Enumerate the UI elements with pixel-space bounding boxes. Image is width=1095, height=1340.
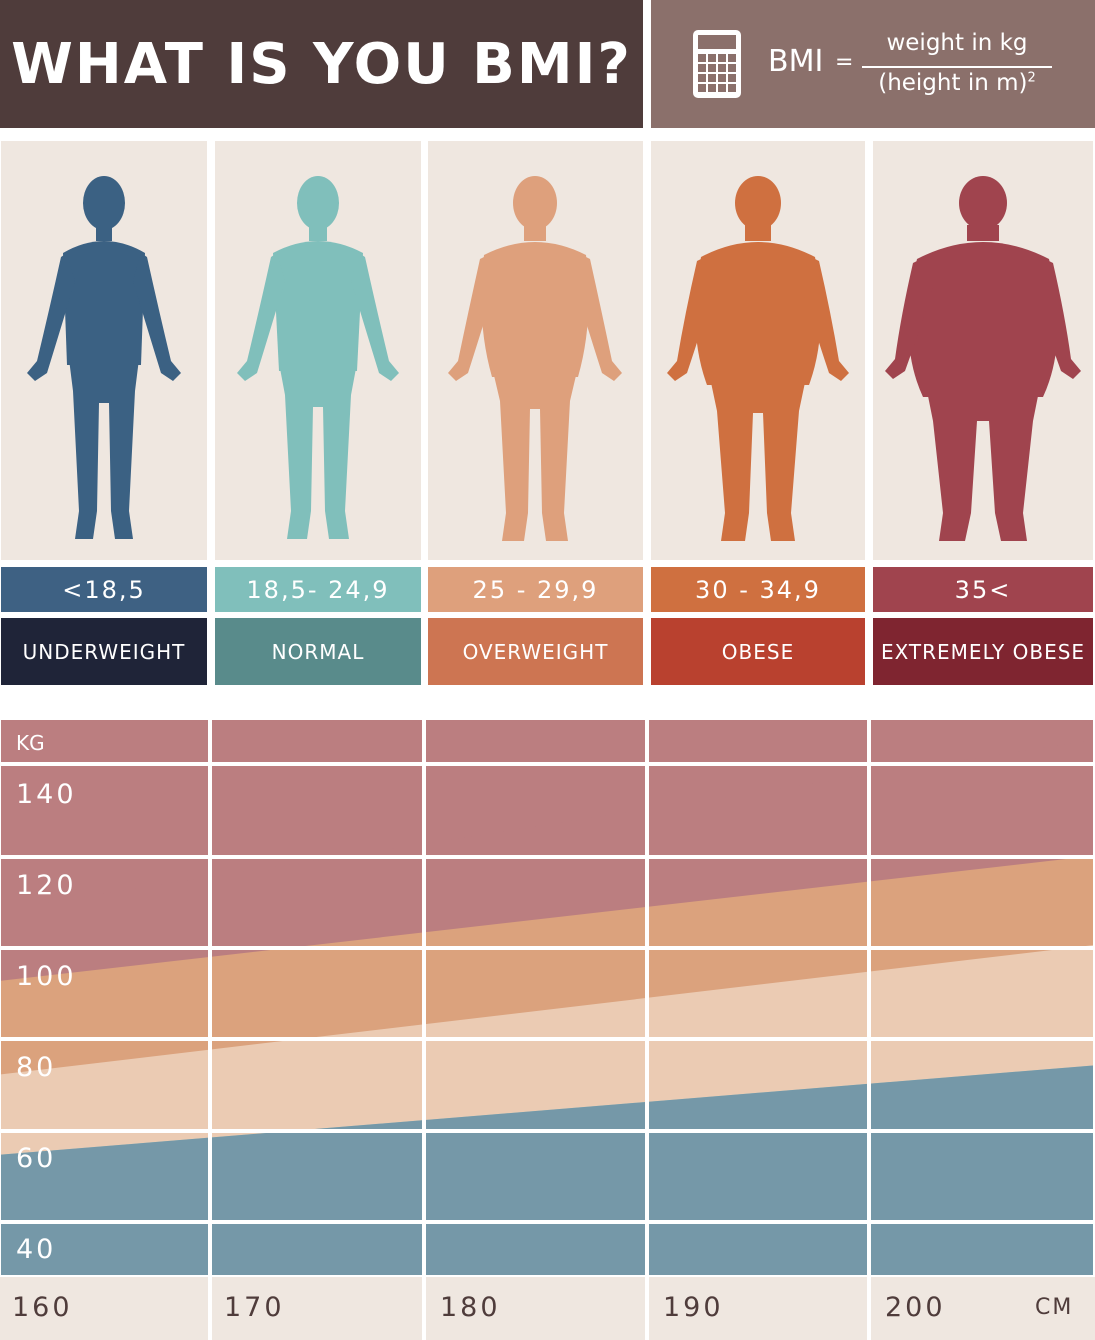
grid-line-h-5 [0,1220,1095,1224]
x-axis-divider-3 [867,1277,871,1340]
panel-normal [215,141,421,560]
x-tick-label-170: 170 [224,1292,285,1323]
bmi-weight-height-chart: KG 140 120 100 80 60 40 160 170 180 190 200 CM [0,720,1095,1340]
x-tick-label-160: 160 [12,1292,73,1323]
formula-denominator: (height in m)2 [862,70,1052,96]
page-title: WHAT IS YOU BMI? [11,31,632,97]
y-tick-label-80: 80 [16,1052,56,1083]
denominator-text: (height in m) [878,70,1028,96]
x-tick-label-200: 200 [885,1292,946,1323]
category-label-underweight: UNDERWEIGHT [1,618,207,685]
y-axis-label: KG [16,731,45,755]
bmi-range-underweight: <18,5 [1,567,207,612]
y-tick-label-100: 100 [16,961,77,992]
x-axis-divider-2 [645,1277,649,1340]
grid-line-v-1 [422,720,426,1340]
x-axis-strip [0,1277,1095,1340]
bmi-label: BMI [768,44,824,79]
body-silhouette-extremely-obese [885,176,1081,541]
grid-line-h-0 [0,762,1095,766]
body-silhouette-overweight [448,176,622,541]
grid-line-h-1 [0,855,1095,859]
grid-line-v-0 [208,720,212,1340]
grid-line-v-3 [867,720,871,1340]
body-silhouette-obese [667,176,849,541]
panel-underweight [1,141,207,560]
y-tick-label-140: 140 [16,779,77,810]
x-axis-label: CM [1035,1295,1073,1320]
body-silhouette-underweight [27,176,181,539]
category-label-extremely-obese: EXTREMELY OBESE [873,618,1093,685]
denominator-exponent: 2 [1027,70,1036,86]
x-tick-label-180: 180 [440,1292,501,1323]
category-label-overweight: OVERWEIGHT [428,618,643,685]
x-axis-divider-1 [422,1277,426,1340]
header-title-panel: WHAT IS YOU BMI? [0,0,643,128]
panel-overweight [428,141,643,560]
bmi-range-extremely-obese: 35< [873,567,1093,612]
bmi-range-obese: 30 - 34,9 [651,567,865,612]
bmi-range-normal: 18,5- 24,9 [215,567,421,612]
fraction-line [862,66,1052,68]
equals-sign: = [835,50,854,75]
y-tick-label-60: 60 [16,1143,56,1174]
grid-line-h-2 [0,946,1095,950]
grid-line-v-2 [645,720,649,1340]
grid-line-h-4 [0,1129,1095,1133]
y-tick-label-40: 40 [16,1234,56,1265]
category-label-normal: NORMAL [215,618,421,685]
x-axis-divider-0 [208,1277,212,1340]
grid-line-h-3 [0,1037,1095,1041]
category-label-obese: OBESE [651,618,865,685]
formula-numerator: weight in kg [886,30,1028,56]
x-tick-label-190: 190 [663,1292,724,1323]
bmi-range-overweight: 25 - 29,9 [428,567,643,612]
panel-obese [651,141,865,560]
panel-extremely-obese [873,141,1093,560]
y-tick-label-120: 120 [16,870,77,901]
body-silhouette-normal [237,176,399,539]
calculator-icon [693,30,741,98]
